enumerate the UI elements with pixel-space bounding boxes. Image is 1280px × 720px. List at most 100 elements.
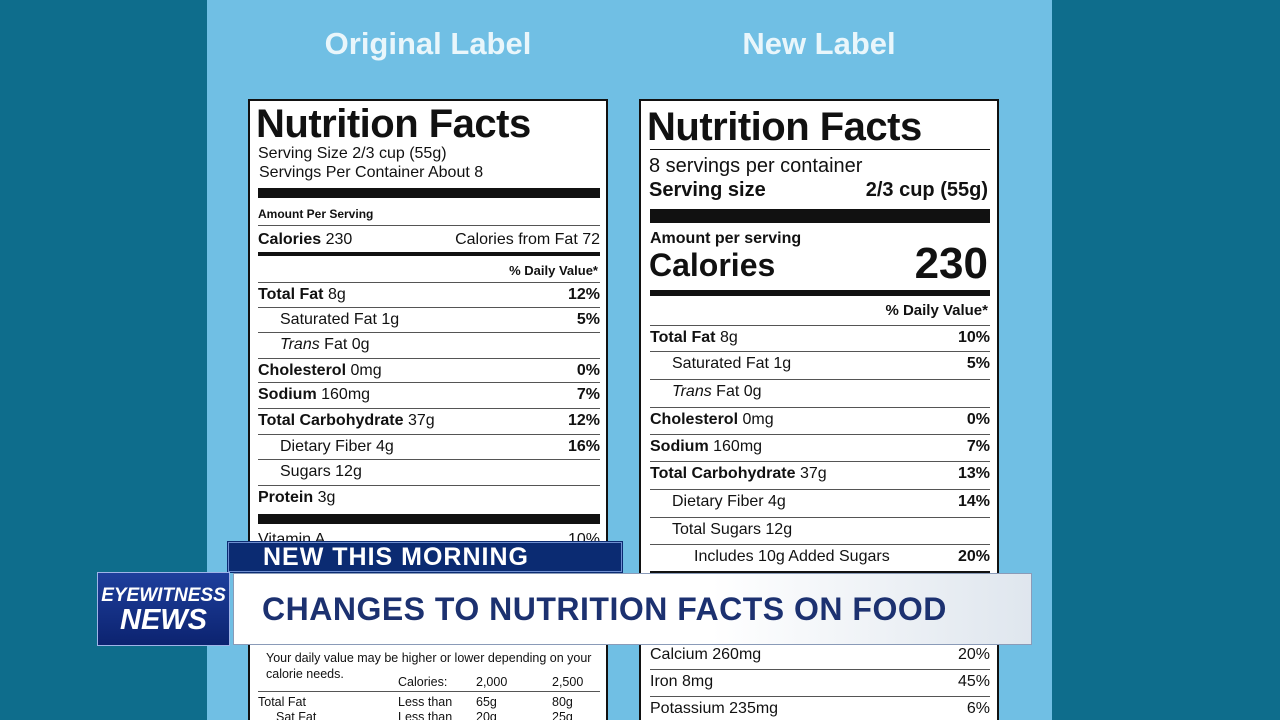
logo-line: NEWS bbox=[120, 604, 207, 636]
footnote-table: Calories: 2,000 2,500 Total Fat Less than 65g… bbox=[258, 673, 600, 720]
headline-bar: CHANGES TO NUTRITION FACTS ON FOOD bbox=[233, 573, 1032, 645]
nutrient-amount: 0g bbox=[743, 383, 762, 400]
rule bbox=[650, 544, 990, 545]
nutrient-row: Total Fat 8g 12% bbox=[258, 284, 600, 306]
calories-amount: 230 bbox=[914, 239, 988, 288]
nutrient-row: Cholesterol 0mg 0% bbox=[650, 409, 990, 431]
nutrient-dv: 7% bbox=[576, 386, 600, 403]
calories-name: Calories bbox=[649, 247, 776, 283]
mineral-amount: 260mg bbox=[712, 646, 762, 663]
heading: New Label bbox=[742, 26, 896, 61]
footnote-cell: Calories: bbox=[398, 675, 448, 689]
mineral-amount: 235mg bbox=[729, 700, 779, 717]
nutrient-amount: 12g bbox=[765, 521, 793, 538]
mineral-row: Calcium 260mg 20% bbox=[650, 644, 990, 666]
heading: Original Label bbox=[324, 26, 532, 61]
nutrient-amount: 3g bbox=[317, 489, 336, 506]
rule bbox=[258, 332, 600, 333]
nutrient-amount: 0mg bbox=[350, 362, 382, 379]
headline-text: CHANGES TO NUTRITION FACTS ON FOOD bbox=[262, 591, 947, 627]
medium-rule bbox=[258, 252, 600, 256]
thick-rule bbox=[650, 290, 990, 296]
rule bbox=[258, 434, 600, 435]
label-title: Nutrition Facts bbox=[256, 102, 531, 146]
tag-bar: NEW THIS MORNING bbox=[228, 542, 622, 572]
nutrient-dv: 16% bbox=[567, 438, 600, 455]
rule bbox=[650, 696, 990, 697]
rule bbox=[650, 351, 990, 352]
nutrient-name: Cholesterol bbox=[650, 411, 739, 428]
calories-row: Calories 230 Calories from Fat 72 bbox=[258, 229, 600, 251]
nutrient-amount: 160mg bbox=[713, 438, 763, 455]
nutrient-amount: 8g bbox=[719, 329, 738, 346]
rule bbox=[258, 459, 600, 460]
nutrient-name: Protein bbox=[258, 489, 314, 506]
rule bbox=[258, 307, 600, 308]
nutrient-prefix: Trans bbox=[672, 383, 712, 400]
rule bbox=[258, 485, 600, 486]
calories-name: Calories bbox=[258, 231, 322, 248]
serving-size: Serving Size 2/3 cup (55g) bbox=[258, 145, 447, 162]
footnote-cell: 80g bbox=[552, 695, 573, 709]
nutrient-prefix: Trans bbox=[280, 336, 320, 353]
nutrient-name: Cholesterol bbox=[258, 362, 347, 379]
nutrient-amount: 1g bbox=[381, 311, 400, 328]
nutrient-amount: 4g bbox=[376, 438, 394, 455]
serving-size-label: Serving size bbox=[649, 179, 766, 201]
footnote-cell: 2,500 bbox=[552, 675, 584, 689]
footnote-cell: Sat Fat bbox=[276, 710, 317, 720]
rule bbox=[258, 691, 600, 692]
thick-rule bbox=[258, 514, 600, 524]
nutrient-amount: 37g bbox=[407, 412, 435, 429]
logo-line: EYEWITNESS bbox=[101, 585, 226, 606]
thick-rule bbox=[650, 209, 990, 223]
nutrient-row: Includes 10g Added Sugars 20% bbox=[694, 546, 990, 568]
nutrient-dv: 12% bbox=[567, 412, 600, 429]
nutrient-row: Dietary Fiber 4g 16% bbox=[280, 436, 600, 458]
nutrient-amount: 4g bbox=[768, 493, 786, 510]
rule bbox=[650, 434, 990, 435]
mineral-amount: 8mg bbox=[682, 673, 714, 690]
mineral-name: Calcium bbox=[650, 646, 708, 663]
footnote-cell: 2,000 bbox=[476, 675, 508, 689]
rule bbox=[650, 379, 990, 380]
footnote-cell: 65g bbox=[476, 695, 497, 709]
rule bbox=[650, 669, 990, 670]
amount-per-serving: Amount Per Serving bbox=[258, 207, 374, 221]
footnote-cell: Total Fat bbox=[258, 695, 306, 709]
label-title: Nutrition Facts bbox=[647, 105, 922, 149]
nutrient-row: Total Sugars 12g bbox=[672, 519, 990, 541]
nutrient-dv: 5% bbox=[576, 311, 600, 328]
nutrient-name: Fat bbox=[324, 336, 348, 353]
nutrient-name: Total Fat bbox=[258, 286, 324, 303]
rule bbox=[650, 407, 990, 408]
nutrient-dv: 7% bbox=[966, 438, 990, 455]
nutrient-row: Sodium 160mg 7% bbox=[650, 436, 990, 458]
nutrient-amount: 1g bbox=[773, 355, 792, 372]
nutrient-dv: 5% bbox=[966, 355, 990, 372]
nutrient-amount: 0g bbox=[351, 336, 370, 353]
nutrient-name: Sugars bbox=[280, 463, 331, 480]
nutrient-dv: 0% bbox=[576, 362, 600, 379]
daily-value-header: % Daily Value* bbox=[885, 302, 988, 319]
nutrient-name: Total Sugars bbox=[672, 521, 761, 538]
footnote-cell: Less than bbox=[398, 710, 453, 720]
nutrient-name: Total Carbohydrate bbox=[258, 412, 404, 429]
nutrient-name: Saturated Fat bbox=[672, 355, 769, 372]
nutrient-dv: 20% bbox=[957, 548, 990, 565]
footnote-cell: 20g bbox=[476, 710, 497, 720]
rule bbox=[258, 358, 600, 359]
nutrient-amount: 12g bbox=[335, 463, 362, 480]
footnote-cell: Less than bbox=[398, 695, 453, 709]
station-logo: EYEWITNESS NEWS bbox=[97, 572, 230, 646]
nutrient-name: Sodium bbox=[258, 386, 317, 403]
rule bbox=[650, 517, 990, 518]
nutrient-name: Total Carbohydrate bbox=[650, 465, 796, 482]
nutrient-row: Dietary Fiber 4g 14% bbox=[672, 491, 990, 513]
nutrient-row: Saturated Fat 1g 5% bbox=[672, 353, 990, 375]
mineral-dv: 45% bbox=[957, 673, 990, 690]
rule bbox=[258, 408, 600, 409]
